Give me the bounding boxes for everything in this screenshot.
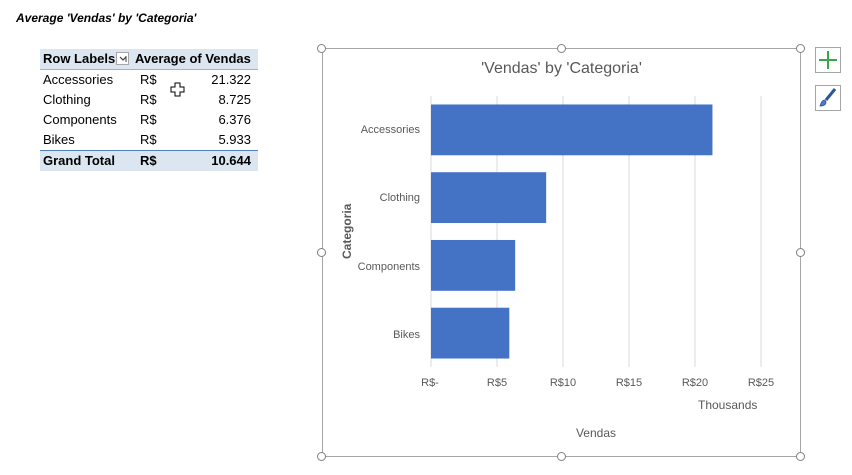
value-cell[interactable]: 8.725 <box>218 92 251 107</box>
resize-handle-right[interactable] <box>796 248 805 257</box>
x-tick-label: R$15 <box>615 377 643 389</box>
pivot-row[interactable]: Components R$ 6.376 <box>40 110 258 130</box>
bar-bikes[interactable] <box>431 307 510 359</box>
pivot-table[interactable]: Row Labels Average of Vendas Accessories… <box>40 49 258 171</box>
chart-elements-button[interactable] <box>815 47 841 73</box>
resize-handle-bottom-right[interactable] <box>796 452 805 461</box>
display-units-label: Thousands <box>698 398 758 412</box>
bar-components[interactable] <box>431 239 516 291</box>
resize-handle-left[interactable] <box>317 248 326 257</box>
currency-cell[interactable]: R$ <box>140 153 157 168</box>
filter-dropdown-button[interactable] <box>116 52 129 65</box>
resize-handle-top-left[interactable] <box>317 44 326 53</box>
resize-handle-bottom-left[interactable] <box>317 452 326 461</box>
grand-total-value[interactable]: 10.644 <box>211 153 251 168</box>
pivot-header-row: Row Labels Average of Vendas <box>40 49 258 70</box>
pivot-row[interactable]: Bikes R$ 5.933 <box>40 130 258 150</box>
value-cell[interactable]: 5.933 <box>218 132 251 147</box>
x-tick-label: R$5 <box>486 377 508 389</box>
category-label: Bikes <box>393 329 420 341</box>
chart-styles-button[interactable] <box>815 85 841 111</box>
x-tick-label: R$10 <box>549 377 577 389</box>
x-tick-label: R$20 <box>681 377 709 389</box>
currency-cell[interactable]: R$ <box>140 72 157 87</box>
x-axis-title[interactable]: Vendas <box>575 426 617 440</box>
resize-handle-bottom[interactable] <box>557 452 566 461</box>
row-label[interactable]: Accessories <box>43 72 114 87</box>
currency-cell[interactable]: R$ <box>140 92 157 107</box>
chart-title[interactable]: 'Vendas' by 'Categoria' <box>481 60 642 77</box>
pivot-row[interactable]: Clothing R$ 8.725 <box>40 90 258 110</box>
y-axis-title[interactable]: Categoria <box>340 203 354 259</box>
currency-cell[interactable]: R$ <box>140 112 157 127</box>
cell-cursor-icon <box>170 82 185 97</box>
value-cell[interactable]: 6.376 <box>218 112 251 127</box>
category-label: Clothing <box>379 192 420 204</box>
row-label[interactable]: Components <box>43 112 117 127</box>
x-tick-label: R$- <box>421 377 439 389</box>
average-header[interactable]: Average of Vendas <box>135 51 251 66</box>
chart-styles-icon <box>819 88 837 107</box>
row-labels-header[interactable]: Row Labels <box>43 51 116 66</box>
chart-elements-icon <box>819 51 837 69</box>
pivot-title: Average 'Vendas' by 'Categoria' <box>16 11 197 25</box>
x-tick-label: R$25 <box>747 377 775 389</box>
grand-total-row[interactable]: Grand Total R$ 10.644 <box>40 150 258 171</box>
resize-handle-top-right[interactable] <box>796 44 805 53</box>
bar-clothing[interactable] <box>431 172 547 224</box>
category-label: Accessories <box>360 124 420 136</box>
grand-total-label[interactable]: Grand Total <box>43 153 115 168</box>
bar-accessories[interactable] <box>431 104 713 156</box>
pivot-row[interactable]: Accessories R$ 21.322 <box>40 70 258 90</box>
sort-filter-icon <box>119 56 127 62</box>
row-label[interactable]: Clothing <box>43 92 91 107</box>
value-cell[interactable]: 21.322 <box>211 72 251 87</box>
resize-handle-top[interactable] <box>557 44 566 53</box>
row-label[interactable]: Bikes <box>43 132 75 147</box>
currency-cell[interactable]: R$ <box>140 132 157 147</box>
bars-group <box>431 104 713 359</box>
category-label: Components <box>357 261 420 273</box>
